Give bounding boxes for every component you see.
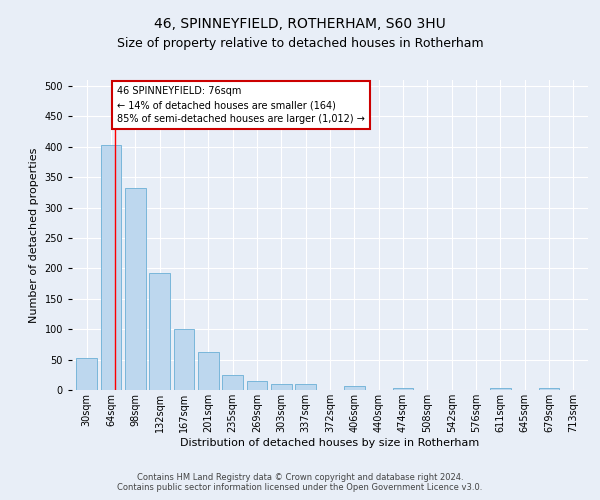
Text: 46, SPINNEYFIELD, ROTHERHAM, S60 3HU: 46, SPINNEYFIELD, ROTHERHAM, S60 3HU [154,18,446,32]
Bar [344,386,365,390]
X-axis label: Distribution of detached houses by size in Rotherham: Distribution of detached houses by size … [181,438,479,448]
Bar [173,329,194,390]
Bar [539,388,559,390]
Bar [247,382,268,390]
Bar [125,188,146,390]
Text: 46 SPINNEYFIELD: 76sqm
← 14% of detached houses are smaller (164)
85% of semi-de: 46 SPINNEYFIELD: 76sqm ← 14% of detached… [117,86,365,124]
Bar [198,352,218,390]
Bar [392,388,413,390]
Bar [271,384,292,390]
Bar [149,274,170,390]
Bar [295,384,316,390]
Text: Size of property relative to detached houses in Rotherham: Size of property relative to detached ho… [116,38,484,51]
Text: Contains HM Land Registry data © Crown copyright and database right 2024.: Contains HM Land Registry data © Crown c… [137,474,463,482]
Bar [101,145,121,390]
Text: Contains public sector information licensed under the Open Government Licence v3: Contains public sector information licen… [118,484,482,492]
Bar [490,388,511,390]
Bar [76,358,97,390]
Y-axis label: Number of detached properties: Number of detached properties [29,148,39,322]
Bar [222,375,243,390]
